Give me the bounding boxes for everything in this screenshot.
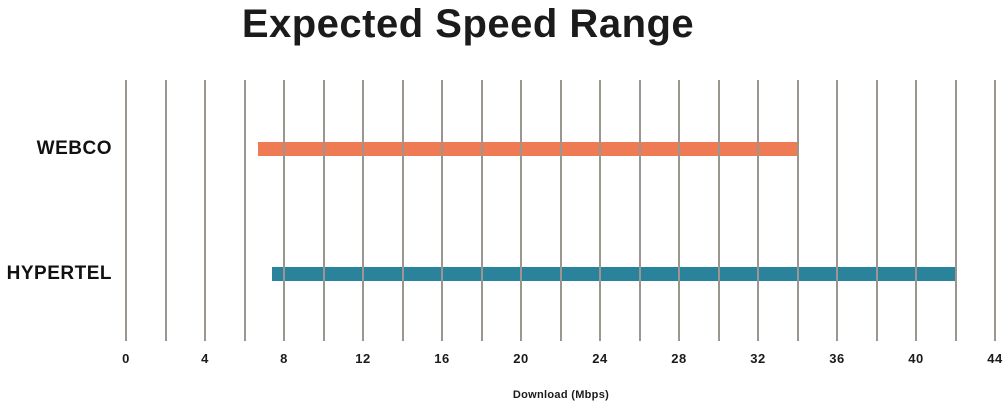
x-tick-label: 16 bbox=[434, 351, 450, 366]
x-axis-label: Download (Mbps) bbox=[512, 389, 610, 401]
gridline bbox=[599, 80, 601, 341]
x-tick-label: 44 bbox=[987, 351, 1003, 366]
gridline bbox=[520, 80, 522, 341]
gridline bbox=[717, 80, 720, 341]
x-tick-label: 24 bbox=[592, 351, 608, 366]
gridline bbox=[480, 80, 483, 341]
gridline bbox=[954, 80, 957, 341]
gridline bbox=[875, 80, 878, 341]
gridline bbox=[678, 80, 680, 341]
gridline bbox=[204, 80, 206, 341]
gridline bbox=[125, 80, 127, 341]
gridline bbox=[283, 80, 285, 341]
x-tick-label: 8 bbox=[280, 351, 288, 366]
range-bar-webco bbox=[258, 142, 798, 156]
gridline bbox=[322, 80, 325, 341]
x-tick-label: 0 bbox=[122, 351, 130, 366]
x-tick-label: 20 bbox=[513, 351, 529, 366]
x-tick-label: 28 bbox=[671, 351, 687, 366]
gridline bbox=[441, 80, 443, 341]
gridline bbox=[796, 80, 799, 341]
gridline bbox=[915, 80, 917, 341]
x-tick-label: 4 bbox=[201, 351, 209, 366]
gridline bbox=[164, 80, 167, 341]
x-tick-label: 40 bbox=[908, 351, 924, 366]
gridline bbox=[836, 80, 838, 341]
gridline bbox=[401, 80, 404, 341]
gridline bbox=[757, 80, 759, 341]
x-tick-label: 32 bbox=[750, 351, 766, 366]
gridline bbox=[243, 80, 246, 341]
category-label-hypertel: HYPERTEL bbox=[6, 263, 112, 284]
chart-title: Expected Speed Range bbox=[241, 2, 695, 46]
gridline bbox=[994, 80, 996, 341]
gridline bbox=[362, 80, 364, 341]
gridline bbox=[559, 80, 562, 341]
category-label-webco: WEBCO bbox=[36, 138, 112, 159]
x-tick-label: 36 bbox=[829, 351, 845, 366]
range-bar-hypertel bbox=[272, 267, 956, 281]
plot-area bbox=[125, 80, 996, 341]
gridline bbox=[638, 80, 641, 341]
x-tick-label: 12 bbox=[355, 351, 371, 366]
